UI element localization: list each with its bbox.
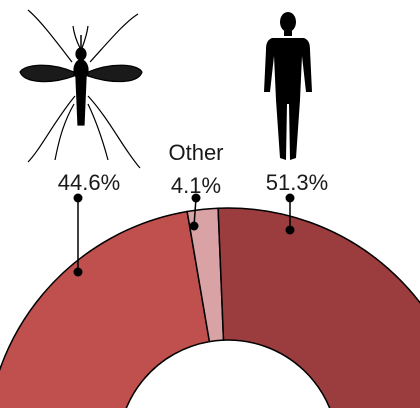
slice-mosquito bbox=[0, 210, 211, 408]
leader-other bbox=[193, 197, 197, 227]
leader-mosquito-dot-end bbox=[73, 267, 83, 277]
leader-other-dot-end bbox=[189, 221, 199, 231]
category-label-other: Other bbox=[168, 140, 223, 165]
donut-slices bbox=[0, 207, 420, 408]
human-figure-icon bbox=[264, 12, 312, 160]
value-label-human: 51.3% bbox=[266, 170, 328, 195]
leader-human-dot-end bbox=[285, 225, 295, 235]
leader-human-dot-top bbox=[285, 193, 295, 203]
leader-lines bbox=[73, 193, 295, 277]
mosquito-icon bbox=[19, 9, 143, 169]
leader-mosquito-dot-top bbox=[73, 193, 83, 203]
value-label-other: 4.1% bbox=[171, 173, 221, 198]
leader-other-dot-top bbox=[191, 193, 201, 203]
slice-human bbox=[217, 207, 420, 408]
value-label-mosquito: 44.6% bbox=[58, 170, 120, 195]
